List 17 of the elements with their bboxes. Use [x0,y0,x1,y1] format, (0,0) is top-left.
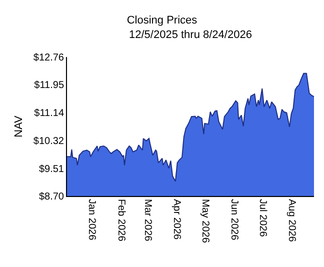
y-tick-label: $11.95 [34,80,64,92]
x-tick-label: May 2026 [199,199,210,244]
y-tick-label: $10.32 [33,136,64,148]
x-tick-label: Mar 2026 [142,199,153,242]
x-tick-label: Aug 2026 [286,199,298,242]
x-tick-label: Jan 2026 [86,199,98,241]
y-tick-label: $9.51 [38,164,64,175]
y-tick-label: $8.70 [38,192,64,202]
x-tick-label: Jul 2026 [256,199,268,238]
y-axis-title: NAV [13,114,26,138]
x-tick-label: Jun 2026 [228,199,240,241]
x-tick-label: Apr 2026 [171,199,182,240]
y-tick-label: $12.76 [33,52,64,64]
y-tick-label: $11.14 [34,108,64,119]
chart-title: Closing Prices [126,14,198,27]
x-tick-label: Feb 2026 [115,199,126,242]
chart-subtitle: 12/5/2025 thru 8/24/2026 [129,29,252,41]
